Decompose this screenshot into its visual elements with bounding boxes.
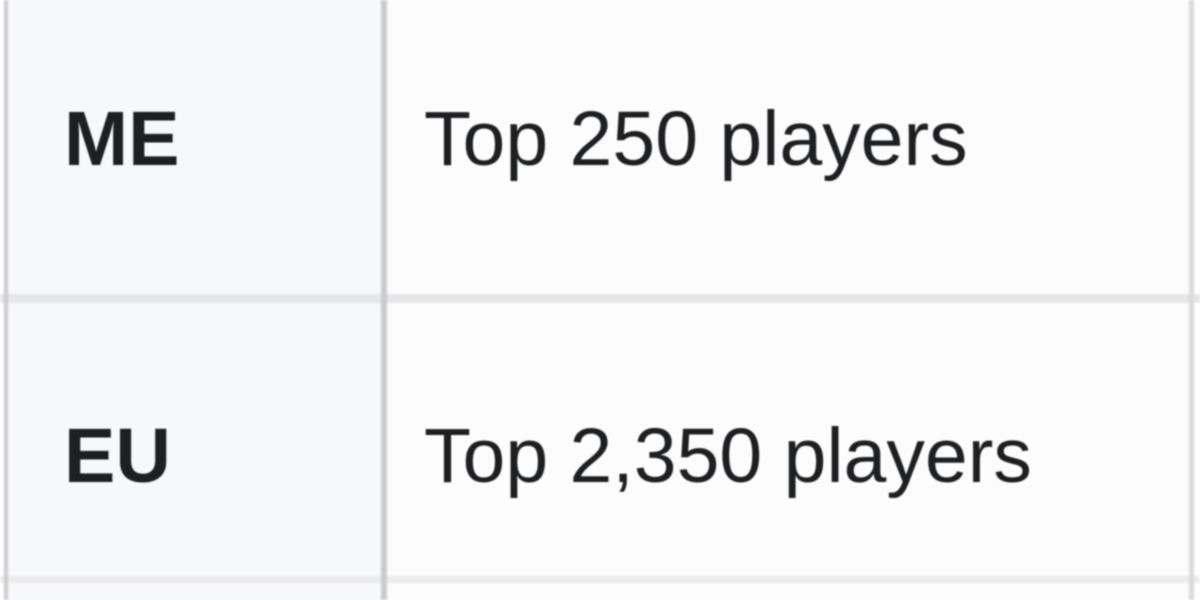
column-border (381, 0, 387, 600)
table-left-border (4, 0, 8, 600)
row-header-region-eu: EU (64, 413, 171, 499)
table-right-border (1189, 0, 1194, 600)
row-value-eu-qualification: Top 2,350 players (424, 413, 1032, 499)
row-value-me-qualification: Top 250 players (424, 96, 968, 182)
row-header-region-me: ME (64, 96, 180, 182)
row-divider (0, 576, 1200, 583)
row-divider (0, 294, 1200, 303)
